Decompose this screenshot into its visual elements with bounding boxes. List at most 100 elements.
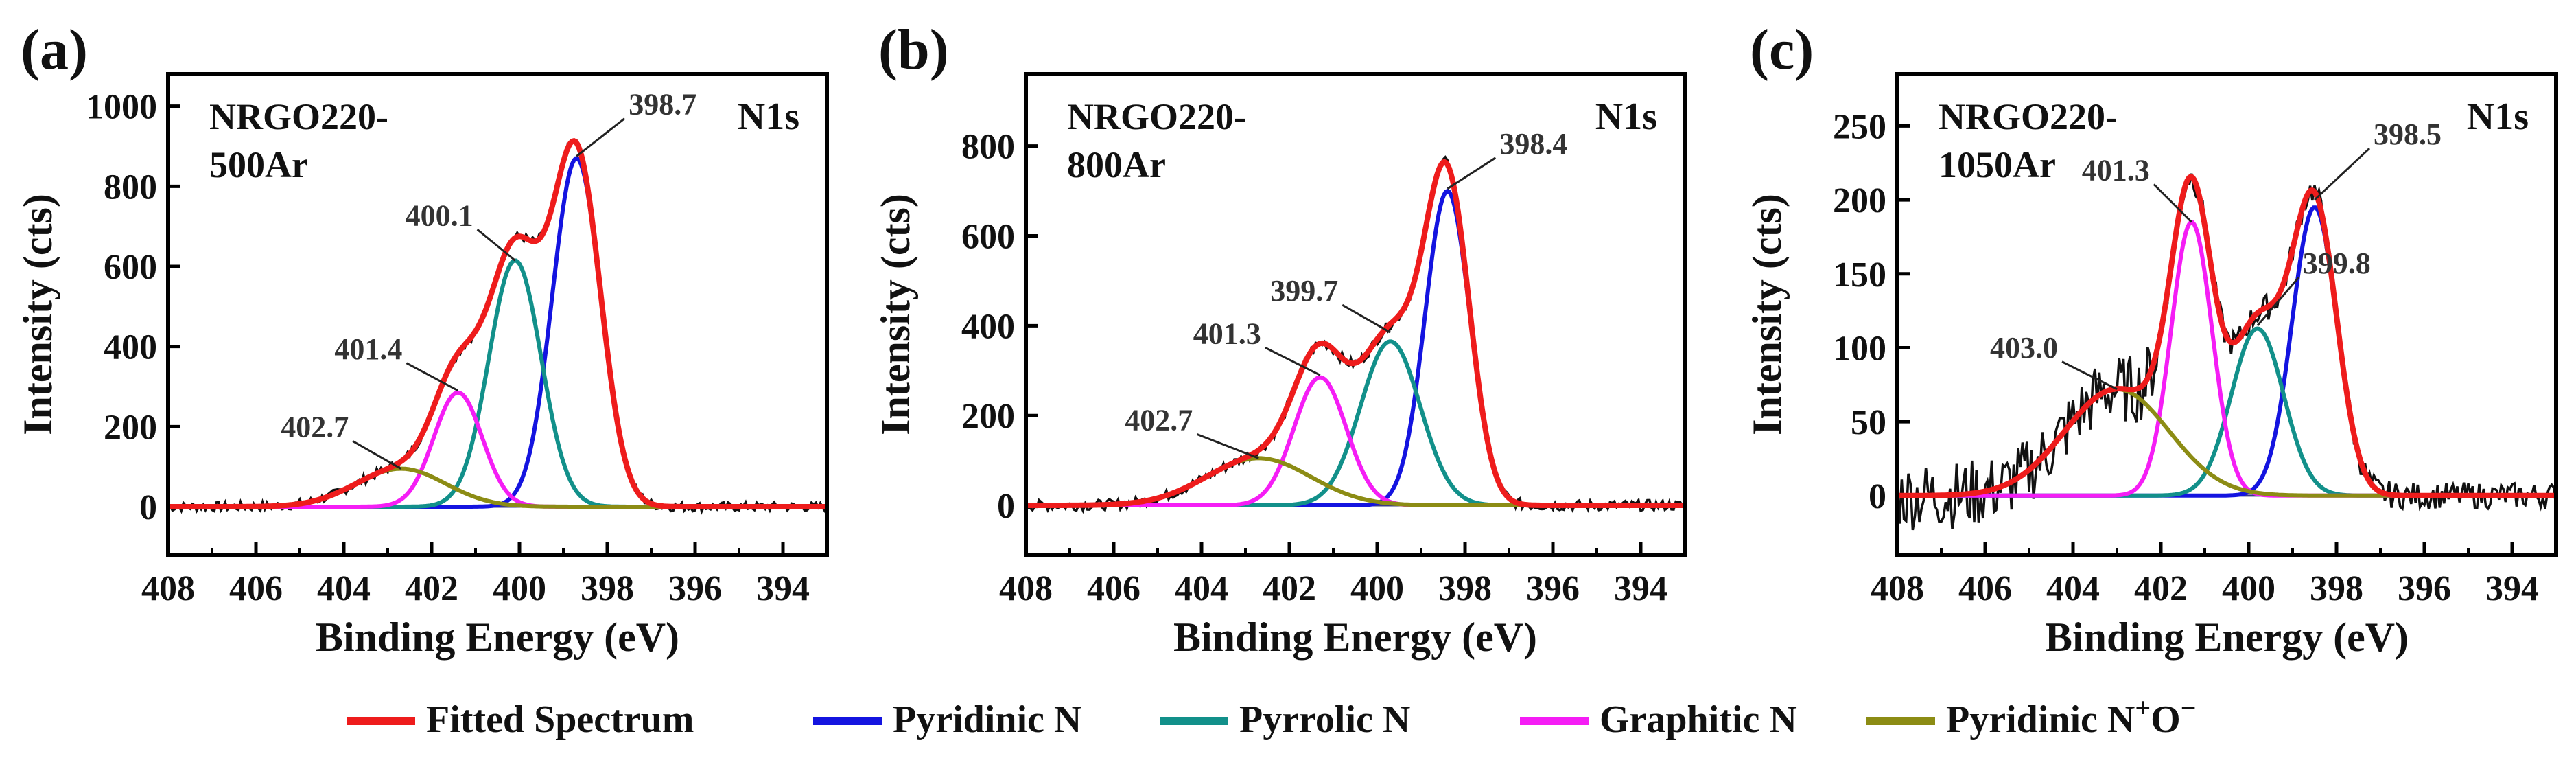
peak-graphitic-line (168, 390, 827, 509)
annotation-leader (476, 229, 516, 262)
annotation-leader (1196, 433, 1259, 459)
peak-annotation: 398.7 (629, 88, 696, 122)
x-tick-label: 404 (1175, 569, 1228, 608)
sample-label-line2: 1050Ar (1939, 144, 2056, 185)
x-axis-title: Binding Energy (eV) (316, 615, 679, 660)
peak-pyrrolic-line (168, 258, 827, 509)
raw-spectrum-line (168, 137, 827, 515)
y-tick-label: 600 (961, 218, 1015, 257)
annotation-leader (2256, 277, 2299, 327)
x-tick-label: 394 (1614, 569, 1667, 608)
y-tick-label: 400 (104, 328, 157, 367)
panel-label: (b) (878, 18, 949, 82)
y-tick-label: 400 (961, 307, 1015, 346)
y-axis-title: Intensity (cts) (15, 194, 60, 435)
plot-frame (1895, 72, 2558, 557)
panel-label: (c) (1750, 18, 1814, 82)
x-tick-label: 406 (229, 569, 283, 608)
legend-item-pyridinic: Pyridinic N (813, 698, 1081, 741)
legend-item-graphitic: Graphitic N (1520, 698, 1797, 741)
peak-annotation: 402.7 (1125, 403, 1193, 437)
fitted-spectrum-line (1897, 173, 2556, 498)
x-tick-label: 396 (1526, 569, 1580, 608)
legend-label: Pyridinic N+O− (1946, 692, 2196, 741)
x-axis-title: Binding Energy (eV) (1173, 615, 1537, 660)
x-tick-label: 408 (141, 569, 195, 608)
y-tick-label: 50 (1851, 403, 1886, 442)
region-label: N1s (738, 95, 799, 138)
peak-annotation: 398.5 (2374, 117, 2442, 151)
annotation-leader (1342, 303, 1391, 334)
legend-item-fitted: Fitted Spectrum (347, 698, 694, 741)
y-tick-label: 200 (961, 397, 1015, 436)
y-tick-label: 600 (104, 248, 157, 287)
y-tick-label: 800 (104, 168, 157, 207)
annotation-leader (2153, 183, 2192, 223)
legend-label: Graphitic N (1600, 698, 1797, 741)
y-tick-label: 200 (1833, 181, 1886, 220)
y-axis-title: Intensity (cts) (1744, 194, 1790, 435)
x-tick-label: 400 (2222, 569, 2275, 608)
x-tick-label: 406 (1958, 569, 2012, 608)
x-axis-title: Binding Energy (eV) (2045, 615, 2409, 660)
y-tick-label: 0 (139, 488, 157, 527)
peak-annotation: 399.7 (1270, 274, 1338, 308)
peak-annotation: 403.0 (1990, 331, 2058, 365)
x-tick-label: 402 (1263, 569, 1316, 608)
x-tick-label: 404 (317, 569, 371, 608)
panel-3: (c) 0 50 100 150 200 250 408 406 404 402 400 398 396 3… (1744, 18, 2558, 660)
sample-label-line2: 800Ar (1067, 144, 1166, 185)
x-tick-label: 400 (1350, 569, 1404, 608)
sample-label-line2: 500Ar (209, 144, 308, 185)
x-tick-label: 404 (2046, 569, 2100, 608)
y-tick-label: 200 (104, 408, 157, 447)
x-tick-label: 406 (1087, 569, 1140, 608)
x-tick-label: 396 (668, 569, 722, 608)
region-label: N1s (2467, 95, 2529, 138)
x-tick-label: 398 (581, 569, 634, 608)
annotation-leader (576, 117, 626, 157)
legend-item-oxide: Pyridinic N+O− (1866, 692, 2196, 741)
y-tick-label: 1000 (86, 88, 157, 127)
x-tick-label: 398 (1438, 569, 1492, 608)
x-tick-label: 408 (1871, 569, 1924, 608)
annotation-leader (2313, 147, 2371, 201)
peak-annotation: 398.4 (1499, 127, 1567, 161)
plot-frame (166, 72, 829, 557)
curves (1897, 173, 2556, 531)
fitted-spectrum-line (168, 137, 827, 509)
x-tick-label: 408 (999, 569, 1053, 608)
annotation-leader (1447, 157, 1497, 190)
annotation-leader (406, 362, 459, 392)
peak-annotation: 401.3 (2082, 153, 2150, 187)
x-tick-label: 402 (405, 569, 458, 608)
plot-frame (1024, 72, 1687, 557)
sample-label-line1: NRGO220- (1939, 96, 2118, 137)
x-tick-label: 400 (493, 569, 546, 608)
legend-label: Pyridinic N (893, 698, 1081, 741)
x-tick-label: 396 (2398, 569, 2451, 608)
y-tick-label: 100 (1833, 329, 1886, 368)
peak-annotation: 402.7 (281, 411, 349, 444)
sample-label-line1: NRGO220- (1067, 96, 1246, 137)
y-tick-label: 0 (1869, 477, 1886, 516)
x-tick-label: 402 (2134, 569, 2188, 608)
y-tick-label: 250 (1833, 107, 1886, 146)
legend-item-pyrrolic: Pyrrolic N (1160, 698, 1410, 741)
annotation-leader (352, 440, 401, 470)
peak-pyridinic-line (168, 156, 827, 509)
annotation-leader (2061, 360, 2118, 391)
x-tick-label: 394 (2485, 569, 2539, 608)
y-tick-label: 0 (997, 487, 1015, 526)
annotation-leader (1265, 346, 1321, 376)
peak-annotation: 400.1 (406, 198, 473, 232)
region-label: N1s (1595, 95, 1657, 138)
panel-label: (a) (21, 18, 88, 82)
peak-annotation: 399.8 (2303, 246, 2371, 280)
fitted-spectrum-line (1026, 159, 1685, 508)
peak-annotation: 401.4 (334, 332, 402, 366)
panel-2: (b) 0 200 400 600 800 408 406 404 402 400 398 396 394… (873, 18, 1687, 660)
panel-1: (a) 0 200 400 600 800 1000 408 406 404 402 400 398 39… (15, 18, 829, 660)
